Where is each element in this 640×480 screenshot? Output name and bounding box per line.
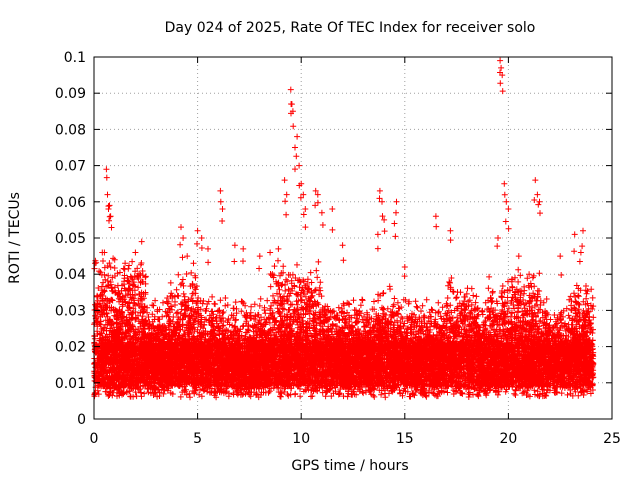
y-tick-label: 0.01 — [55, 376, 86, 392]
data-points — [91, 57, 597, 401]
y-tick-label: 0.02 — [55, 340, 86, 356]
y-tick-label: 0 — [77, 412, 86, 428]
y-tick-label: 0.09 — [55, 86, 86, 102]
y-tick-label: 0.04 — [55, 267, 86, 283]
y-tick-label: 0.06 — [55, 195, 86, 211]
x-tick-label: 20 — [499, 431, 517, 447]
roti-plus-markers — [91, 57, 597, 401]
x-axis-label: GPS time / hours — [291, 458, 408, 474]
y-axis-label: ROTI / TECUs — [7, 192, 23, 284]
y-tick-label: 0.03 — [55, 303, 86, 319]
y-tick-label: 0.07 — [55, 159, 86, 175]
x-tick-label: 5 — [193, 431, 202, 447]
y-tick-label: 0.05 — [55, 231, 86, 247]
x-tick-label: 15 — [396, 431, 414, 447]
axes: 0 0.01 0.02 0.03 0.04 0.05 0.06 0.07 0.08 0.09 0.1… — [55, 50, 621, 447]
chart-title: Day 024 of 2025, Rate Of TEC Index for r… — [165, 20, 536, 36]
x-tick-label: 25 — [603, 431, 621, 447]
y-tick-label: 0.08 — [55, 122, 86, 138]
y-tick-label: 0.1 — [64, 50, 86, 66]
x-tick-label: 10 — [292, 431, 310, 447]
x-tick-label: 0 — [90, 431, 99, 447]
grid — [94, 57, 612, 419]
